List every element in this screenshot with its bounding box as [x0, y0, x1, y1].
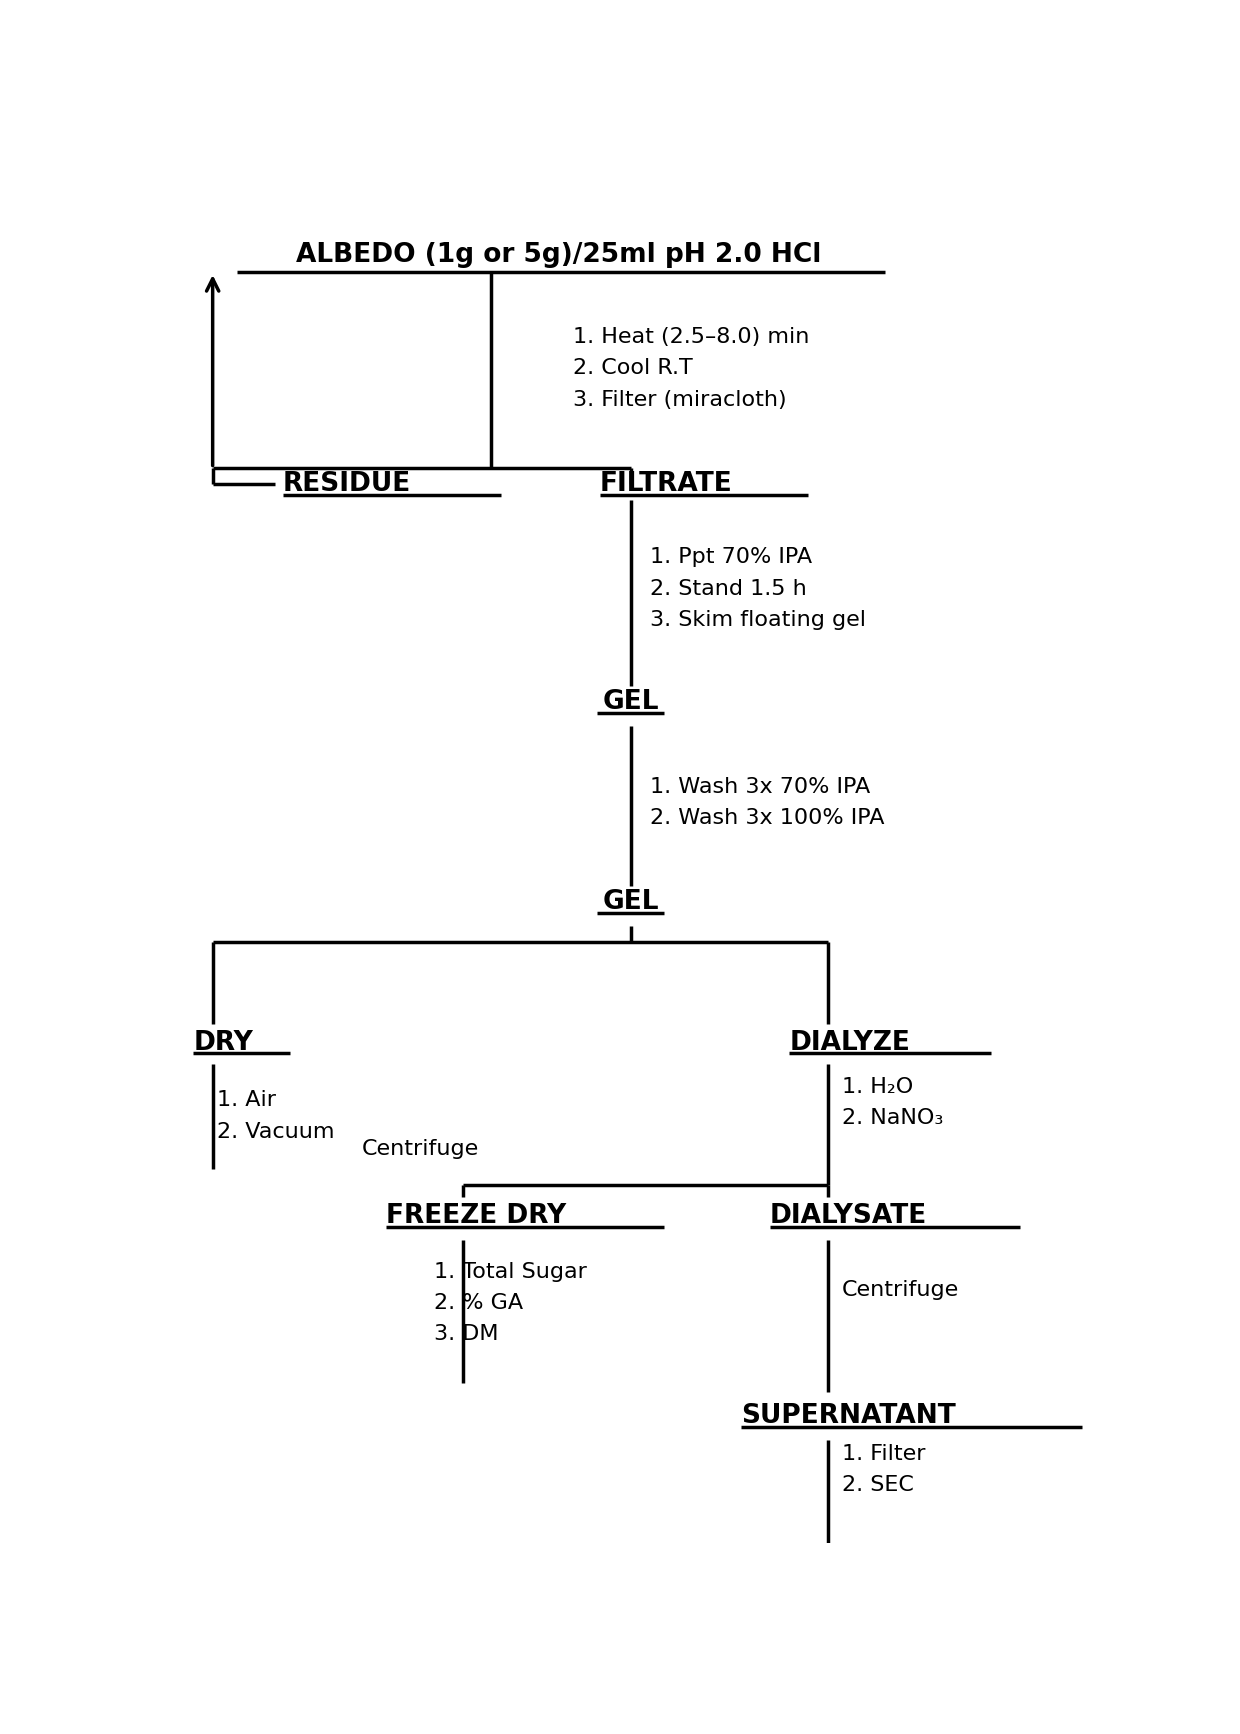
- Text: 1. Wash 3x 70% IPA
2. Wash 3x 100% IPA: 1. Wash 3x 70% IPA 2. Wash 3x 100% IPA: [650, 777, 884, 827]
- Text: Centrifuge: Centrifuge: [842, 1280, 960, 1299]
- Text: 1. Heat (2.5–8.0) min
2. Cool R.T
3. Filter (miracloth): 1. Heat (2.5–8.0) min 2. Cool R.T 3. Fil…: [573, 328, 810, 409]
- Text: SUPERNATANT: SUPERNATANT: [742, 1403, 956, 1429]
- Text: Centrifuge: Centrifuge: [362, 1139, 479, 1160]
- Text: DIALYZE: DIALYZE: [789, 1030, 910, 1056]
- Text: FREEZE DRY: FREEZE DRY: [386, 1203, 565, 1229]
- Text: 1. Filter
2. SEC: 1. Filter 2. SEC: [842, 1444, 925, 1495]
- Text: GEL: GEL: [603, 688, 658, 714]
- Text: GEL: GEL: [603, 890, 658, 916]
- Text: 1. Air
2. Vacuum: 1. Air 2. Vacuum: [217, 1091, 335, 1141]
- Text: DIALYSATE: DIALYSATE: [770, 1203, 928, 1229]
- Text: RESIDUE: RESIDUE: [283, 472, 412, 498]
- Text: 1. H₂O
2. NaNO₃: 1. H₂O 2. NaNO₃: [842, 1077, 944, 1129]
- Text: 1. Ppt 70% IPA
2. Stand 1.5 h
3. Skim floating gel: 1. Ppt 70% IPA 2. Stand 1.5 h 3. Skim fl…: [650, 548, 866, 629]
- Text: FILTRATE: FILTRATE: [600, 472, 733, 498]
- Text: DRY: DRY: [193, 1030, 253, 1056]
- Text: 1. Total Sugar
2. % GA
3. DM: 1. Total Sugar 2. % GA 3. DM: [434, 1262, 587, 1344]
- Text: ALBEDO (1g or 5g)/25ml pH 2.0 HCl: ALBEDO (1g or 5g)/25ml pH 2.0 HCl: [296, 241, 821, 267]
